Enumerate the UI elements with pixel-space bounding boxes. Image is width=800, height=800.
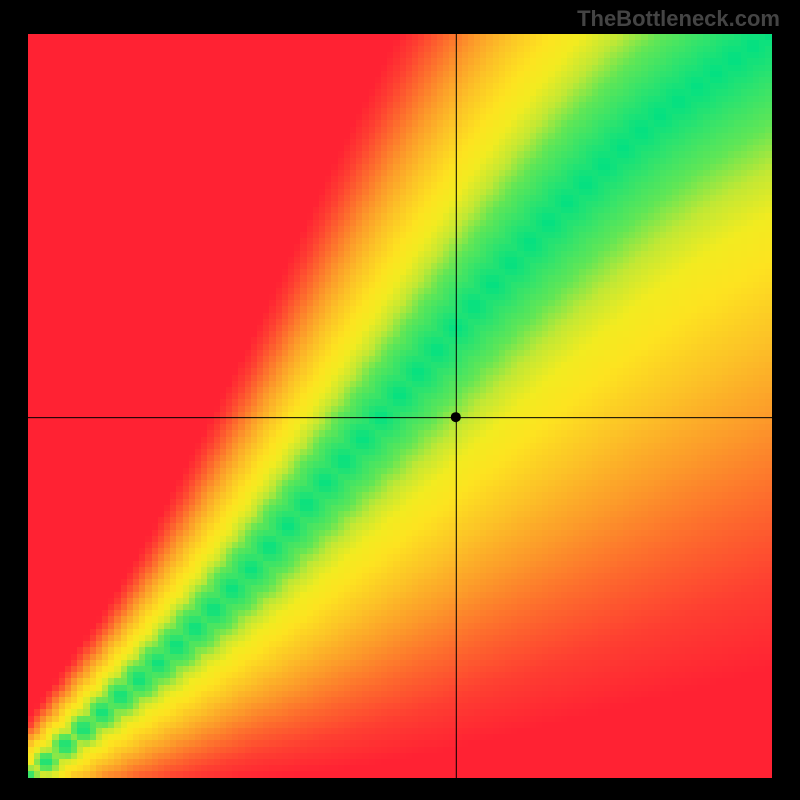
bottleneck-heatmap <box>28 34 772 778</box>
attribution-text: TheBottleneck.com <box>577 6 780 32</box>
